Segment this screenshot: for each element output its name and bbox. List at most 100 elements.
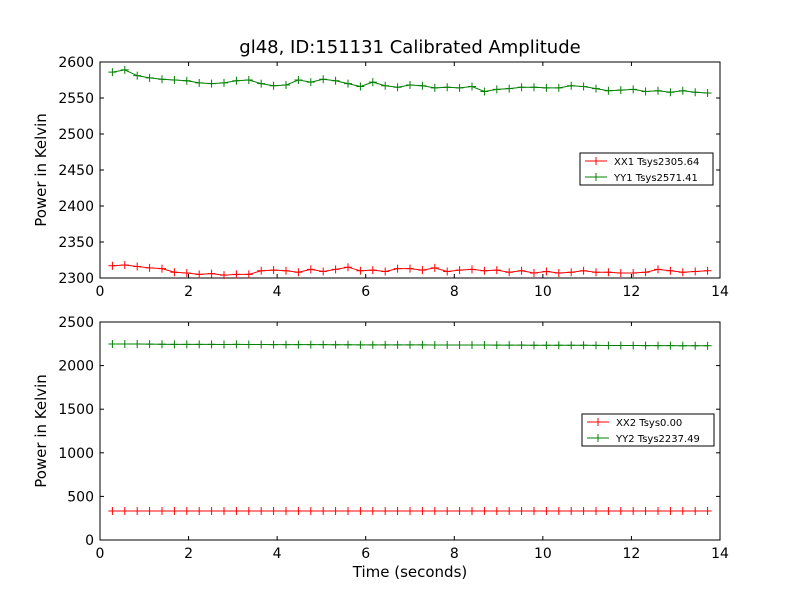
data-point — [592, 341, 600, 350]
data-point — [468, 82, 476, 91]
data-point — [530, 83, 538, 92]
data-point — [678, 268, 687, 277]
data-point — [691, 341, 700, 350]
data-point — [480, 266, 489, 275]
data-point — [220, 340, 228, 349]
data-point — [517, 266, 526, 275]
data-point — [406, 81, 414, 90]
legend-item: XX2 Tsys0.00 — [587, 418, 682, 429]
data-point — [616, 506, 625, 515]
data-point — [195, 270, 204, 279]
data-point — [282, 266, 290, 275]
legend-marker — [592, 157, 600, 165]
data-point — [294, 268, 303, 277]
data-point — [567, 341, 576, 350]
data-point — [344, 506, 352, 515]
x-tick-label: 2 — [184, 284, 193, 300]
x-tick-label: 12 — [623, 546, 641, 562]
data-point — [182, 76, 191, 85]
series-2 — [108, 339, 712, 350]
series-1 — [108, 506, 712, 515]
data-point — [195, 78, 204, 87]
legend-label: YY1 Tsys2571.41 — [613, 173, 698, 184]
data-point — [294, 506, 303, 515]
legend-box — [579, 152, 714, 186]
data-point — [244, 506, 253, 515]
y-tick-label: 2000 — [58, 359, 94, 375]
data-point — [455, 341, 464, 350]
data-point — [182, 506, 191, 515]
legend-item: YY1 Tsys2571.41 — [585, 173, 698, 184]
data-point — [641, 506, 650, 515]
data-point — [666, 88, 675, 97]
data-point — [480, 506, 489, 515]
data-point — [530, 268, 538, 277]
data-point — [108, 261, 117, 270]
data-point — [158, 75, 166, 84]
data-point — [257, 506, 266, 515]
data-point — [654, 265, 662, 274]
data-point — [269, 81, 278, 90]
plot-panel-2: 0 2 4 6 8 10 12 14 0 500 1000 1500 2000 2500 Power in … — [32, 315, 729, 581]
data-point — [406, 264, 414, 273]
data-point — [294, 340, 303, 349]
series-1 — [108, 261, 712, 280]
data-point — [133, 262, 142, 271]
data-point — [282, 506, 290, 515]
legend-item: XX1 Tsys2305.64 — [585, 157, 699, 168]
data-point — [257, 340, 266, 349]
data-point — [455, 506, 464, 515]
data-point — [480, 87, 489, 96]
data-point — [691, 88, 700, 97]
data-point — [282, 340, 290, 349]
data-point — [406, 506, 414, 515]
y-tick-label: 2550 — [58, 91, 94, 107]
y-tick-label: 2350 — [58, 235, 94, 251]
data-point — [542, 341, 551, 350]
data-point — [455, 266, 464, 275]
data-point — [691, 506, 700, 515]
x-tick-label: 0 — [96, 284, 105, 300]
legend-item: YY2 Tsys2237.49 — [587, 434, 700, 445]
data-point — [592, 506, 600, 515]
data-point — [145, 506, 154, 515]
data-point — [542, 506, 551, 515]
data-point — [505, 84, 514, 93]
data-point — [691, 267, 700, 276]
data-point — [616, 86, 625, 95]
y-tick-label: 1000 — [58, 446, 94, 462]
legend-label: XX2 Tsys0.00 — [616, 418, 682, 429]
data-point — [108, 506, 117, 515]
data-point — [381, 506, 390, 515]
data-point — [269, 340, 278, 349]
data-point — [319, 340, 328, 349]
data-point — [108, 68, 117, 77]
data-point — [567, 268, 576, 277]
x-tick-label: 14 — [711, 546, 729, 562]
data-point — [232, 270, 241, 279]
data-point — [641, 268, 650, 277]
y-tick-label: 500 — [67, 489, 94, 505]
y-tick-label: 2450 — [58, 163, 94, 179]
y-tick-label: 2400 — [58, 199, 94, 215]
data-point — [344, 340, 352, 349]
data-point — [443, 83, 452, 92]
data-point — [443, 341, 452, 350]
y-tick-label: 1500 — [58, 402, 94, 418]
data-point — [344, 263, 352, 272]
data-point — [257, 79, 266, 88]
legend-marker — [594, 434, 602, 442]
data-point — [344, 79, 352, 88]
legend: XX2 Tsys0.00 YY2 Tsys2237.49 — [581, 413, 715, 447]
data-point — [418, 506, 427, 515]
chart-title: gl48, ID:151131 Calibrated Amplitude — [239, 37, 580, 58]
data-point — [579, 266, 588, 275]
data-point — [158, 264, 166, 273]
data-point — [368, 506, 377, 515]
y-tick-label: 0 — [85, 533, 94, 549]
data-point — [306, 506, 315, 515]
legend-marker — [594, 418, 602, 426]
data-point — [604, 86, 613, 95]
data-point — [678, 506, 687, 515]
